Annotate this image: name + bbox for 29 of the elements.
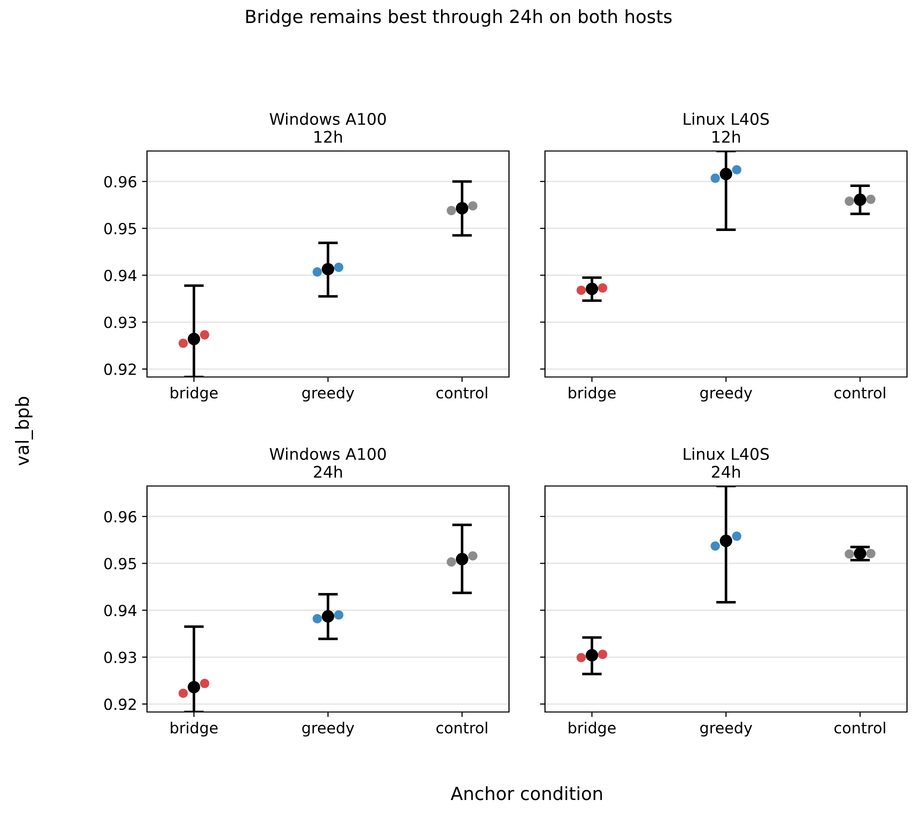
y-tick-label: 0.94 — [104, 270, 136, 282]
y-tick-label: 0.94 — [104, 604, 136, 616]
chart-title: Linux L40S 24h — [684, 448, 769, 478]
chart-title: Windows A100 12h — [270, 112, 386, 143]
y-tick-label: 0.93 — [104, 316, 136, 328]
y-tick-label: 0.92 — [104, 698, 136, 710]
y-tick-label: 0.92 — [104, 363, 136, 376]
text: Bridge remains best through 24h on both hosts — [246, 9, 672, 27]
text: val_bpb — [15, 396, 33, 466]
y-tick-label: 0.95 — [104, 558, 136, 570]
x-tick-label: greedy — [302, 386, 354, 402]
x-tick-label: control — [436, 722, 488, 734]
y-tick-label: 0.93 — [104, 652, 136, 664]
x-tick-label: control — [436, 386, 488, 399]
x-tick-label: control — [834, 722, 886, 734]
x-tick-label: bridge — [568, 386, 616, 402]
y-tick-label: 0.96 — [104, 176, 136, 188]
x-tick-label: bridge — [170, 386, 218, 402]
y-tick-label: 0.95 — [104, 222, 136, 234]
chart-title: Windows A100 24h — [270, 448, 386, 478]
y-tick-label: 0.96 — [104, 510, 136, 522]
x-tick-label: bridge — [568, 722, 616, 737]
chart-title: Linux L40S 12h — [684, 112, 769, 143]
x-tick-label: greedy — [700, 386, 752, 402]
x-tick-label: bridge — [170, 722, 218, 737]
text: Anchor condition — [450, 786, 602, 800]
x-tick-label: greedy — [302, 722, 354, 737]
x-tick-label: greedy — [700, 722, 752, 737]
x-tick-label: control — [834, 386, 886, 399]
